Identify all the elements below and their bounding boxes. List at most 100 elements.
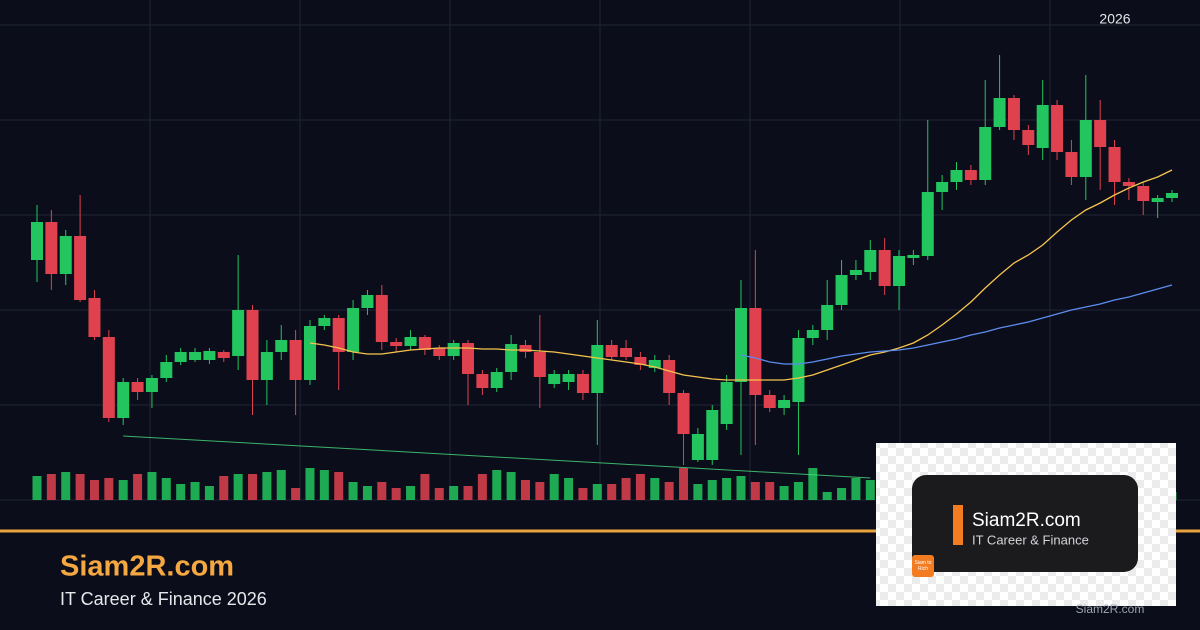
candle-body	[792, 338, 805, 402]
candle-body	[893, 256, 906, 286]
moving-average	[740, 284, 1173, 365]
volume-bar	[406, 486, 416, 500]
volume-bar	[248, 474, 258, 500]
logo-caption: Siam2R.com	[1076, 602, 1145, 616]
candle-body	[591, 345, 604, 393]
volume-bar	[664, 482, 674, 500]
candle-body	[404, 337, 417, 346]
candle-body	[361, 295, 374, 308]
volume-bar	[607, 484, 617, 500]
volume-bar	[578, 488, 588, 500]
candle-body	[706, 410, 719, 460]
candle-body	[31, 222, 43, 260]
candle-body	[45, 222, 58, 274]
vertical-grid	[149, 0, 1051, 500]
candle-body	[232, 310, 245, 356]
candle-body	[59, 236, 72, 274]
volume-bar	[204, 486, 214, 500]
volume-bar	[506, 472, 516, 500]
candle-body	[318, 318, 331, 326]
candle-body	[821, 305, 834, 330]
candle-body	[864, 250, 877, 272]
volume-bar	[291, 488, 301, 500]
candle-body	[332, 318, 345, 352]
candle-body	[88, 298, 101, 337]
candle-body	[921, 192, 934, 256]
candle-body	[533, 352, 546, 377]
candle-body	[490, 372, 503, 388]
candle-body	[849, 270, 862, 275]
volume-bar	[650, 478, 660, 500]
volume-bar	[89, 480, 99, 500]
moving-average	[309, 169, 1173, 381]
volume-bar	[492, 470, 502, 500]
volume-bar	[391, 488, 401, 500]
footer-subtitle: IT Career & Finance 2026	[60, 589, 267, 609]
candle-body	[203, 351, 216, 360]
candle-body	[1051, 105, 1064, 152]
candle-body	[303, 326, 316, 380]
candle-body	[1065, 152, 1078, 177]
candle-body	[1079, 120, 1092, 177]
volume-bar	[564, 478, 574, 500]
candle-body	[260, 352, 273, 380]
candle-body	[390, 342, 403, 346]
volume-bar	[233, 474, 243, 500]
candle-body	[131, 382, 144, 392]
volume-bar	[736, 476, 746, 500]
volume-bar	[549, 474, 559, 500]
candle-body	[576, 374, 589, 393]
volume-bar	[693, 484, 703, 500]
candle-body	[375, 295, 388, 342]
candle-body	[246, 310, 259, 380]
volume-bar	[161, 478, 171, 500]
volume-bar	[808, 468, 818, 500]
candle-body	[835, 275, 848, 305]
candle-body	[433, 348, 446, 356]
candle-body	[275, 340, 288, 352]
candle-body	[1007, 98, 1020, 130]
candle-body	[648, 360, 661, 368]
volume-bar	[348, 482, 358, 500]
trend-line	[123, 435, 871, 479]
candle-body	[189, 352, 202, 360]
volume-bar	[276, 470, 286, 500]
badge-box: Siam to Rich	[915, 560, 932, 572]
volume-bar	[592, 484, 602, 500]
candle-body	[519, 345, 532, 352]
volume-bar	[377, 482, 387, 500]
volume-bar	[262, 472, 272, 500]
candle-body	[936, 182, 949, 192]
volume-bar	[118, 480, 128, 500]
volume-bar	[420, 474, 430, 500]
volume-bar	[61, 472, 71, 500]
candle-body	[505, 344, 518, 372]
volume-bar	[104, 478, 114, 500]
candle-body	[462, 343, 475, 374]
logo-card	[912, 475, 1138, 572]
candle-body	[979, 127, 992, 180]
volume-bar	[822, 492, 832, 500]
candle-body	[950, 170, 963, 182]
volume-bar	[319, 470, 329, 500]
candle-body	[1094, 120, 1107, 147]
volume-bar	[851, 478, 861, 500]
volume-bar	[334, 472, 344, 500]
volume-bar	[46, 474, 56, 500]
candle-body	[102, 337, 115, 418]
volume-bar	[779, 486, 789, 500]
volume-bar	[133, 474, 143, 500]
candle-body	[1108, 147, 1121, 182]
volume-bar	[765, 482, 775, 500]
candle-body	[720, 382, 733, 424]
volume-bar	[362, 486, 372, 500]
candle-body	[289, 340, 302, 380]
candle-body	[620, 348, 633, 357]
logo-subtitle: IT Career & Finance	[972, 532, 1089, 547]
volume-bar	[707, 480, 717, 500]
logo-bar	[953, 505, 963, 545]
volume-bar	[535, 482, 545, 500]
candle-body	[763, 395, 776, 408]
